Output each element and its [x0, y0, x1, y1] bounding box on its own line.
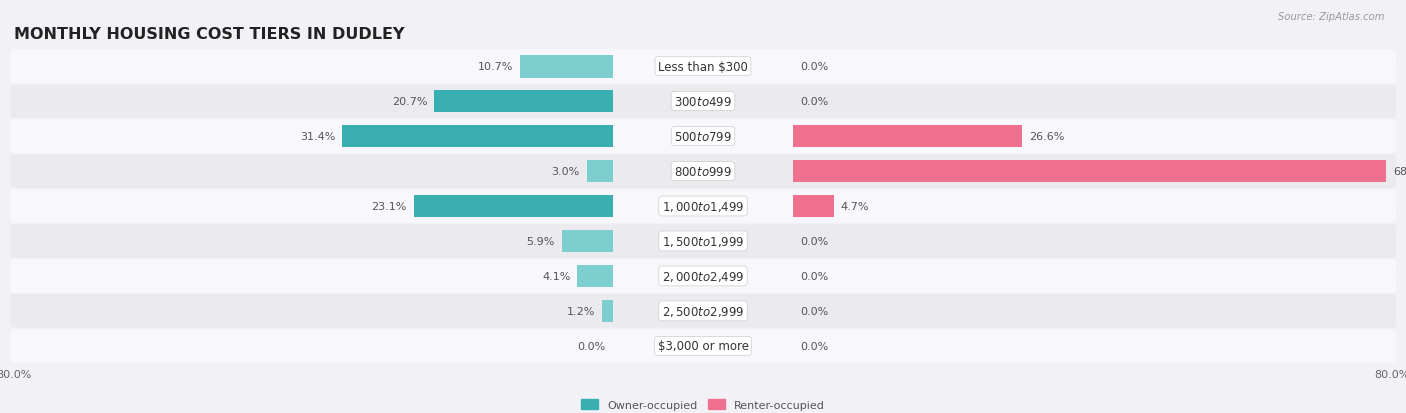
Text: $500 to $799: $500 to $799: [673, 130, 733, 143]
Text: $2,000 to $2,499: $2,000 to $2,499: [662, 269, 744, 283]
FancyBboxPatch shape: [10, 50, 1396, 84]
Bar: [586, 160, 613, 183]
Text: MONTHLY HOUSING COST TIERS IN DUDLEY: MONTHLY HOUSING COST TIERS IN DUDLEY: [14, 26, 405, 41]
FancyBboxPatch shape: [10, 294, 1396, 328]
Text: $1,500 to $1,999: $1,500 to $1,999: [662, 235, 744, 248]
FancyBboxPatch shape: [10, 85, 1396, 119]
Text: 23.1%: 23.1%: [371, 202, 406, 211]
Bar: [793, 126, 1022, 148]
Text: 0.0%: 0.0%: [800, 97, 828, 107]
Bar: [520, 56, 613, 78]
Bar: [793, 160, 1386, 183]
Text: 5.9%: 5.9%: [526, 236, 555, 247]
Text: 0.0%: 0.0%: [800, 62, 828, 72]
FancyBboxPatch shape: [10, 225, 1396, 258]
Text: 20.7%: 20.7%: [392, 97, 427, 107]
Text: 26.6%: 26.6%: [1029, 132, 1064, 142]
Bar: [413, 195, 613, 218]
Bar: [342, 126, 613, 148]
Text: 1.2%: 1.2%: [567, 306, 595, 316]
Bar: [434, 90, 613, 113]
Bar: [793, 195, 834, 218]
Bar: [578, 265, 613, 287]
Bar: [602, 300, 613, 323]
Text: 0.0%: 0.0%: [800, 341, 828, 351]
FancyBboxPatch shape: [10, 259, 1396, 293]
FancyBboxPatch shape: [10, 329, 1396, 363]
Text: 4.7%: 4.7%: [841, 202, 869, 211]
Text: 3.0%: 3.0%: [551, 166, 579, 177]
Text: 0.0%: 0.0%: [578, 341, 606, 351]
Text: 31.4%: 31.4%: [299, 132, 335, 142]
Text: $2,500 to $2,999: $2,500 to $2,999: [662, 304, 744, 318]
Text: $3,000 or more: $3,000 or more: [658, 339, 748, 352]
Text: $1,000 to $1,499: $1,000 to $1,499: [662, 199, 744, 214]
FancyBboxPatch shape: [10, 190, 1396, 223]
Text: Less than $300: Less than $300: [658, 61, 748, 74]
Text: 68.8%: 68.8%: [1393, 166, 1406, 177]
Text: Source: ZipAtlas.com: Source: ZipAtlas.com: [1278, 12, 1385, 22]
Legend: Owner-occupied, Renter-occupied: Owner-occupied, Renter-occupied: [576, 395, 830, 413]
Text: $300 to $499: $300 to $499: [673, 95, 733, 108]
Text: 0.0%: 0.0%: [800, 306, 828, 316]
Text: 0.0%: 0.0%: [800, 236, 828, 247]
Bar: [562, 230, 613, 253]
Text: 10.7%: 10.7%: [478, 62, 513, 72]
FancyBboxPatch shape: [10, 155, 1396, 188]
FancyBboxPatch shape: [10, 120, 1396, 154]
Text: $800 to $999: $800 to $999: [673, 165, 733, 178]
Text: 0.0%: 0.0%: [800, 271, 828, 281]
Text: 4.1%: 4.1%: [541, 271, 571, 281]
